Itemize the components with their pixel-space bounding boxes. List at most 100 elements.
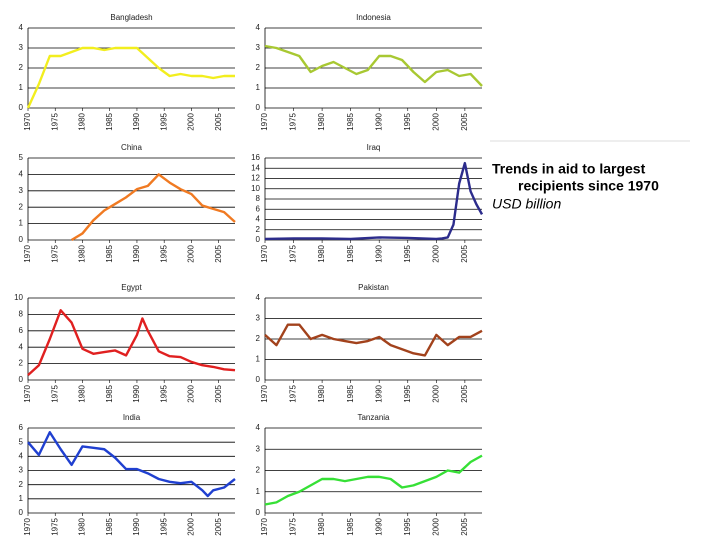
- x-tick-label: 1990: [374, 384, 383, 402]
- y-tick-label: 8: [19, 310, 24, 319]
- x-tick-label: 1985: [346, 517, 355, 535]
- y-tick-label: 1: [19, 219, 24, 228]
- x-tick-label: 1995: [403, 112, 412, 130]
- x-tick-label: 2000: [187, 112, 196, 130]
- x-tick-label: 1990: [374, 244, 383, 262]
- data-line: [27, 309, 236, 376]
- y-tick-label: 5: [19, 437, 24, 446]
- caption-title: recipients since 1970: [518, 178, 659, 194]
- x-tick-label: 1995: [159, 244, 168, 262]
- x-tick-label: 1975: [50, 244, 59, 262]
- x-tick-label: 1970: [260, 384, 269, 402]
- x-tick-label: 1985: [346, 112, 355, 130]
- x-tick-label: 1990: [374, 112, 383, 130]
- caption-subtitle: USD billion: [492, 196, 561, 212]
- x-tick-label: 2005: [214, 384, 223, 402]
- chart-title: Pakistan: [358, 283, 389, 292]
- y-tick-label: 3: [19, 43, 24, 52]
- y-tick-label: 5: [19, 153, 24, 162]
- x-tick-label: 1980: [317, 384, 326, 402]
- data-line: [264, 454, 483, 506]
- data-line: [26, 46, 235, 109]
- y-tick-label: 16: [251, 153, 260, 162]
- y-tick-label: 1: [256, 83, 261, 92]
- y-tick-label: 2: [19, 202, 24, 211]
- chart-title: China: [121, 143, 142, 152]
- x-tick-label: 1975: [289, 517, 298, 535]
- y-tick-label: 2: [256, 334, 261, 343]
- x-tick-label: 1985: [346, 244, 355, 262]
- x-tick-label: 1980: [78, 384, 87, 402]
- y-tick-label: 4: [256, 423, 261, 432]
- x-tick-label: 1980: [78, 112, 87, 130]
- x-tick-label: 1980: [78, 517, 87, 535]
- x-tick-label: 2005: [460, 112, 469, 130]
- x-tick-label: 1970: [260, 244, 269, 262]
- x-tick-label: 1985: [105, 384, 114, 402]
- y-tick-label: 4: [19, 170, 24, 179]
- x-tick-label: 2005: [214, 517, 223, 535]
- y-tick-label: 12: [251, 174, 260, 183]
- chart-title: Tanzania: [357, 413, 390, 422]
- y-tick-label: 2: [19, 480, 24, 489]
- x-tick-label: 1975: [289, 112, 298, 130]
- y-tick-label: 0: [256, 103, 261, 112]
- y-tick-label: 0: [256, 508, 261, 517]
- y-tick-label: 2: [256, 466, 261, 475]
- y-tick-label: 14: [251, 163, 260, 172]
- x-tick-label: 1975: [50, 384, 59, 402]
- chart-title: Iraq: [367, 143, 381, 152]
- y-tick-label: 4: [256, 215, 261, 224]
- y-tick-label: 2: [256, 63, 261, 72]
- x-tick-label: 1970: [23, 244, 32, 262]
- y-tick-label: 4: [256, 23, 261, 32]
- y-tick-label: 4: [19, 342, 24, 351]
- y-tick-label: 2: [19, 63, 24, 72]
- x-tick-label: 2005: [214, 244, 223, 262]
- x-tick-label: 1985: [105, 517, 114, 535]
- chart-title: Egypt: [121, 283, 142, 292]
- y-tick-label: 0: [19, 508, 24, 517]
- x-tick-label: 1985: [105, 244, 114, 262]
- x-tick-label: 2000: [187, 244, 196, 262]
- x-tick-label: 1995: [159, 384, 168, 402]
- data-line: [264, 161, 484, 241]
- y-tick-label: 0: [19, 235, 24, 244]
- y-tick-label: 3: [19, 186, 24, 195]
- x-tick-label: 1975: [289, 384, 298, 402]
- caption-title: Trends in aid to largest: [492, 161, 646, 177]
- x-tick-label: 2000: [431, 244, 440, 262]
- chart-title: Bangladesh: [110, 13, 152, 22]
- x-tick-label: 1980: [317, 517, 326, 535]
- x-tick-label: 1985: [346, 384, 355, 402]
- x-tick-label: 2005: [460, 244, 469, 262]
- x-tick-label: 2000: [431, 112, 440, 130]
- chart-title: India: [123, 413, 141, 422]
- y-tick-label: 2: [256, 225, 261, 234]
- x-tick-label: 1985: [105, 112, 114, 130]
- x-tick-label: 1970: [23, 517, 32, 535]
- y-tick-label: 6: [19, 423, 24, 432]
- x-tick-label: 1990: [374, 517, 383, 535]
- y-tick-label: 3: [256, 43, 261, 52]
- y-tick-label: 8: [256, 194, 261, 203]
- x-tick-label: 1980: [317, 112, 326, 130]
- x-tick-label: 1970: [23, 384, 32, 402]
- x-tick-label: 1970: [260, 517, 269, 535]
- y-tick-label: 0: [256, 375, 261, 384]
- y-tick-label: 4: [256, 293, 261, 302]
- chart-title: Indonesia: [356, 13, 391, 22]
- x-tick-label: 1990: [132, 517, 141, 535]
- x-tick-label: 1975: [50, 112, 59, 130]
- y-tick-label: 6: [256, 204, 261, 213]
- x-tick-label: 1995: [403, 244, 412, 262]
- y-tick-label: 10: [251, 184, 260, 193]
- x-tick-label: 1995: [159, 112, 168, 130]
- x-tick-label: 1995: [403, 517, 412, 535]
- x-tick-label: 2005: [460, 384, 469, 402]
- x-tick-label: 1980: [78, 244, 87, 262]
- y-tick-label: 4: [19, 451, 24, 460]
- x-tick-label: 1995: [159, 517, 168, 535]
